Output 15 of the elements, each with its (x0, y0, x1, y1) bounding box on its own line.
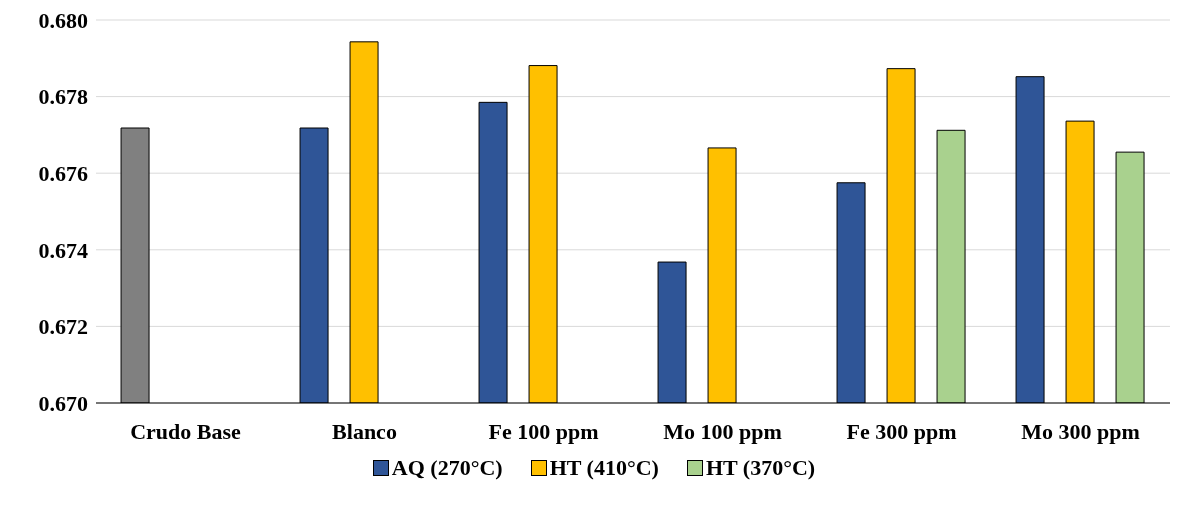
y-tick-label: 0.678 (38, 84, 88, 110)
x-tick-label: Fe 100 ppm (488, 418, 599, 444)
x-tick-label: Fe 300 ppm (846, 418, 957, 444)
x-tick-label: Mo 100 ppm (663, 418, 782, 444)
legend-label: HT (370°C) (704, 455, 816, 481)
x-tick-label: Blanco (332, 418, 397, 444)
x-tick-label: Crudo Base (130, 418, 242, 444)
x-tick-label: Mo 300 ppm (1021, 418, 1140, 444)
y-tick-label: 0.680 (38, 7, 88, 33)
y-tick-label: 0.672 (38, 314, 88, 340)
y-tick-label: 0.670 (38, 390, 88, 416)
legend-label: AQ (270°C) (390, 455, 503, 481)
y-tick-label: 0.676 (38, 161, 88, 187)
y-tick-label: 0.674 (38, 237, 88, 263)
legend-label: HT (410°C) (548, 455, 659, 481)
